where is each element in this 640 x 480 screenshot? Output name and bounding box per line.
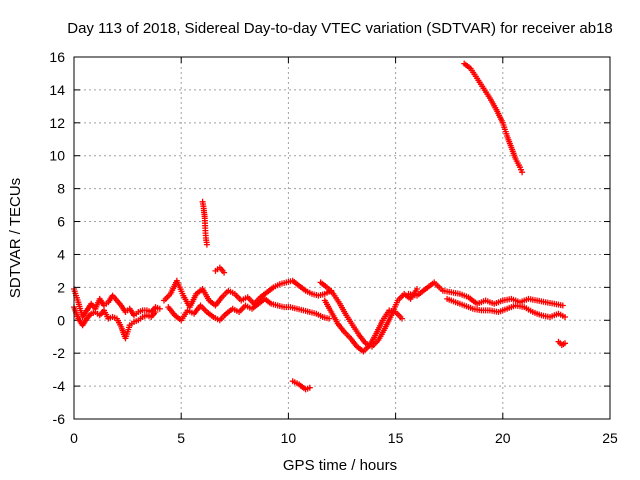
y-tick-label: 16 [49,49,65,65]
x-tick-label: 15 [388,430,404,446]
chart-title: Day 113 of 2018, Sidereal Day-to-day VTE… [67,20,613,37]
data-point [156,305,163,312]
x-tick-label: 0 [70,430,78,446]
y-tick-label: 4 [57,246,65,262]
y-tick-label: 14 [49,82,65,98]
data-point [562,340,568,347]
data-point [306,384,313,391]
data-points [71,60,568,393]
plot-frame [73,56,611,420]
y-tick-label: -4 [53,378,66,394]
data-point [221,269,228,276]
y-tick-label: -2 [53,345,66,361]
x-axis-label: GPS time / hours [283,457,397,474]
x-tick-label: 5 [177,430,185,446]
data-point [519,169,526,176]
data-point [414,286,420,292]
data-point [559,302,566,309]
data-point [399,315,405,322]
y-tick-label: 0 [57,312,65,328]
x-tick-label: 20 [495,430,511,446]
y-tick-label: 8 [57,181,65,197]
y-axis-label: SDTVAR / TECUs [7,178,24,298]
y-tick-label: -6 [53,411,66,427]
data-point [562,314,568,320]
data-point [203,241,210,248]
x-tick-label: 10 [281,430,297,446]
axis-ticks: 0 5 10 15 20 25 -6 -4 -2 0 2 4 6 8 10 12 14 16 [49,49,618,446]
data-point [326,315,333,322]
y-tick-label: 2 [57,279,65,295]
data-point [152,309,159,315]
y-tick-label: 6 [57,214,65,230]
grid [74,57,610,419]
y-tick-label: 12 [49,115,65,131]
x-tick-label: 25 [602,430,618,446]
y-tick-label: 10 [49,148,65,164]
